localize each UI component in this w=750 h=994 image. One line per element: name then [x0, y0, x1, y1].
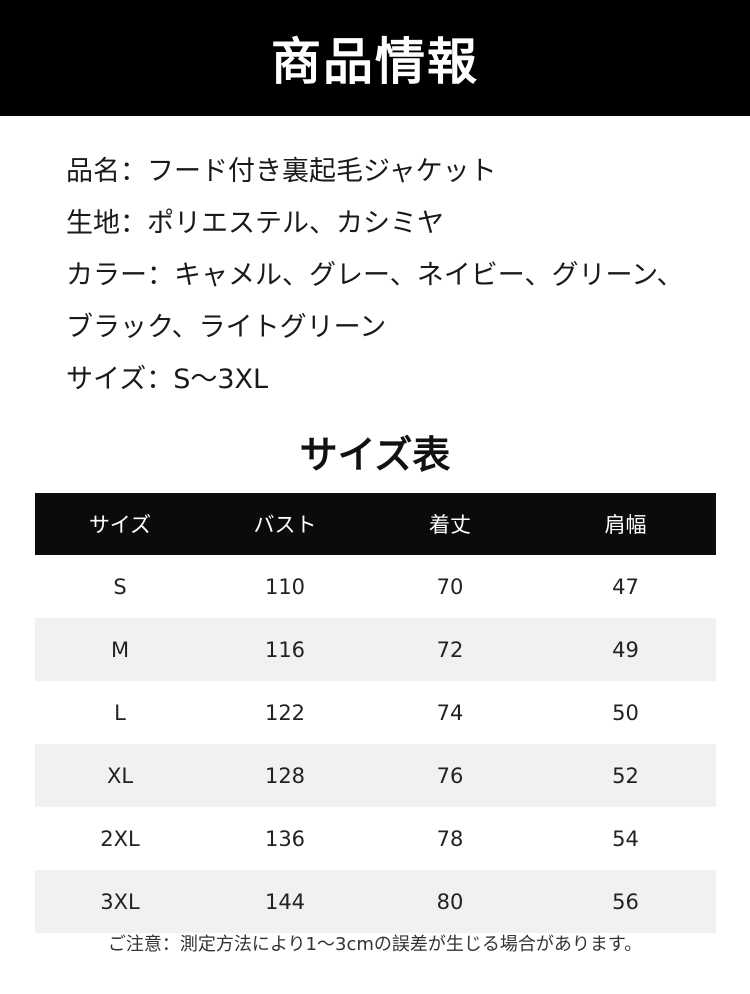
cell-shoulder: 56: [535, 870, 716, 933]
cell-bust: 128: [205, 744, 365, 807]
measurement-note: ご注意：測定方法により1～3cmの誤差が生じる場合があります。: [107, 934, 643, 955]
cell-shoulder: 54: [612, 826, 639, 851]
product-info: 品名：フード付き裏起毛ジャケット 生地：ポリエステル、カシミヤ カラー：キャメル…: [66, 150, 684, 410]
table-row: L 122 74 50: [35, 681, 716, 744]
cell-length: 74: [436, 700, 464, 725]
cell-shoulder: 52: [535, 744, 716, 807]
cell-length: 70: [436, 574, 464, 599]
table-row: XL 128 76 52: [35, 744, 716, 807]
header-length: 着丈: [365, 493, 535, 555]
cell-size: 2XL: [100, 826, 140, 851]
product-colors: カラー：キャメル、グレー、ネイビー、グリーン、: [66, 260, 684, 291]
header-bust: バスト: [205, 493, 365, 555]
table-header-row: サイズ バスト 着丈 肩幅: [35, 493, 716, 555]
table-row: 3XL 144 80 56: [35, 870, 716, 933]
cell-bust: 122: [264, 700, 306, 725]
cell-size: M: [35, 618, 205, 681]
cell-bust: 116: [205, 618, 365, 681]
cell-length: 80: [365, 870, 535, 933]
product-name: 品名：フード付き裏起毛ジャケット: [66, 156, 497, 187]
size-table-title: サイズ表: [299, 433, 451, 477]
cell-shoulder: 49: [535, 618, 716, 681]
cell-bust: 136: [264, 826, 306, 851]
table-row: M 116 72 49: [35, 618, 716, 681]
table-row: 2XL 136 78 54: [35, 807, 716, 870]
size-table: サイズ バスト 着丈 肩幅 S 110 70 47 M 116 72 49 L 122 74 50 XL…: [35, 493, 716, 933]
product-sizes: サイズ：S～3XL: [66, 364, 269, 395]
cell-size: 3XL: [35, 870, 205, 933]
product-colors-cont: ブラック、ライトグリーン: [66, 312, 387, 343]
cell-bust: 144: [205, 870, 365, 933]
cell-size: XL: [35, 744, 205, 807]
table-row: S 110 70 47: [35, 555, 716, 618]
cell-bust: 110: [264, 574, 306, 599]
cell-shoulder: 50: [612, 700, 639, 725]
product-material: 生地：ポリエステル、カシミヤ: [66, 208, 444, 239]
cell-length: 78: [436, 826, 464, 851]
cell-size: L: [114, 700, 126, 725]
cell-length: 76: [365, 744, 535, 807]
cell-length: 72: [365, 618, 535, 681]
header-shoulder: 肩幅: [535, 493, 716, 555]
cell-size: S: [113, 574, 127, 599]
header-banner: 商品情報: [0, 0, 750, 116]
cell-shoulder: 47: [612, 574, 639, 599]
page-title: 商品情報: [271, 33, 479, 91]
header-size: サイズ: [35, 493, 205, 555]
